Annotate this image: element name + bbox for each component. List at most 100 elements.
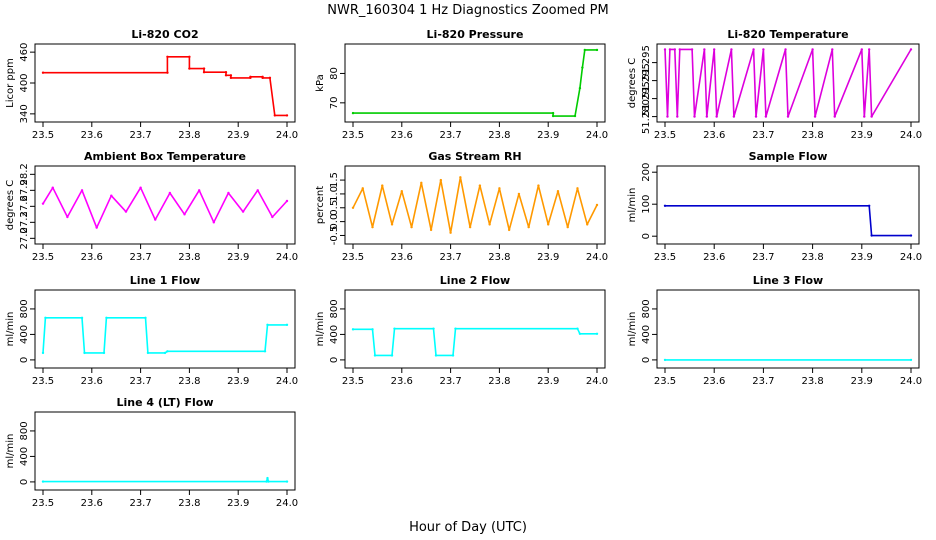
data-point [212,221,215,224]
plot-frame-ambient [34,165,296,245]
data-point [102,351,106,355]
x-tick-label: 23.9 [227,498,249,509]
series-line-line1 [42,316,287,354]
x-tick-label: 23.5 [32,498,54,509]
y-axis-pressure: 70 80 [329,67,345,109]
y-tick-label: 0 [641,233,652,239]
data-point [673,48,677,51]
x-tick-label: 23.5 [342,252,364,263]
data-point [224,74,228,77]
data-point [188,55,191,58]
panel-title-sampleflow: Sample Flow [749,150,828,163]
data-point [449,231,452,234]
data-point [66,215,69,219]
x-tick-label: 24.0 [586,376,608,387]
data-point [41,202,45,205]
y-tick-label: 27.0 [19,227,30,249]
y-tick-label: 400 [19,73,30,92]
x-tick-label: 24.0 [900,376,922,387]
data-point [410,225,413,229]
x-tick-label: 23.7 [752,252,774,263]
y-axis-line2: 0 400 800 [329,299,345,363]
x-tick-label: 23.5 [32,376,54,387]
data-point [527,225,530,229]
y-tick-label: 1.0 [329,186,340,202]
x-tick-label: 23.7 [752,376,774,387]
x-axis-co2: 23.5 23.6 23.7 23.8 23.9 24.0 [32,122,298,141]
y-axis-sampleflow: 0 100 200 [641,163,657,239]
y-axis-label-co2: Licor ppm [5,58,16,108]
x-tick-label: 23.6 [391,376,413,387]
panel-sampleflow: Sample Flow 23.5 23.6 23.7 23.8 23.9 24.0 0 100 2… [627,150,922,263]
data-point [870,234,873,237]
data-point [168,191,172,195]
x-tick-label: 23.7 [752,130,774,141]
data-point [361,187,364,190]
data-point [229,74,233,77]
data-point [786,115,790,118]
x-tick-label: 23.8 [488,376,510,387]
data-point [432,327,435,330]
x-tick-label: 23.8 [178,498,200,509]
x-tick-label: 23.5 [654,252,676,263]
x-tick-label: 24.0 [276,376,298,387]
data-point [429,228,433,232]
y-axis-ambient: 27.027.327.627.928.2 [19,163,35,249]
data-point [578,332,582,335]
x-tick-label: 23.7 [439,376,461,387]
data-point [730,48,733,51]
data-point [705,115,709,118]
plot-frame-pressure [344,43,606,123]
x-tick-label: 23.9 [227,130,249,141]
panel-licortemp: Li-820 Temperature 23.5 23.6 23.7 23.8 23.9 24… [627,28,922,141]
data-point [459,176,462,179]
y-tick-label: 800 [641,299,652,318]
series-line-pressure [353,49,597,117]
y-axis-co2: 340 400 460 [19,43,35,123]
data-point [831,48,834,51]
y-tick-label: -0.5 [329,226,340,246]
panel-line3: Line 3 Flow 23.5 23.6 23.7 23.8 23.9 24.0 0 400 8… [627,274,922,387]
x-tick-label: 23.9 [851,252,873,263]
data-point [400,189,403,193]
data-point [434,354,438,357]
plot-frame-line4 [34,411,296,491]
series-points-line3 [663,358,913,362]
data-point [693,115,696,118]
y-tick-label: 0 [19,357,30,363]
x-tick-label: 23.8 [801,130,823,141]
x-tick-label: 23.7 [439,130,461,141]
x-tick-label: 23.6 [81,130,103,141]
series-line-line4 [43,477,287,483]
data-point [285,480,289,483]
data-point [451,354,455,357]
data-point [439,178,443,182]
y-tick-label: 0.0 [329,214,340,230]
y-tick-label: 460 [19,43,30,62]
data-point [666,115,669,118]
panel-line4: Line 4 (LT) Flow 23.5 23.6 23.7 23.8 23.9 24.0… [5,396,298,509]
data-point [752,48,755,51]
panel-title-co2: Li-820 CO2 [131,28,198,41]
x-tick-label: 23.6 [81,376,103,387]
y-axis-label-line3: ml/min [627,312,638,347]
data-point [83,351,86,355]
data-point [105,316,108,320]
y-axis-label-sampleflow: ml/min [627,188,638,223]
x-tick-label: 23.8 [178,130,200,141]
y-tick-label: 800 [329,299,340,318]
data-point [762,48,765,51]
series-line-sampleflow [665,205,911,237]
data-point [224,71,228,74]
data-point [566,225,569,229]
x-tick-label: 23.5 [342,130,364,141]
x-tick-label: 23.9 [851,130,873,141]
data-point [390,223,394,226]
data-point [285,323,289,327]
data-point [576,187,579,190]
x-tick-label: 23.7 [129,130,151,141]
y-axis-line1: 0 400 800 [19,299,35,363]
y-axis-line3: 0 400 800 [641,299,657,363]
y-tick-label: 400 [19,325,30,344]
